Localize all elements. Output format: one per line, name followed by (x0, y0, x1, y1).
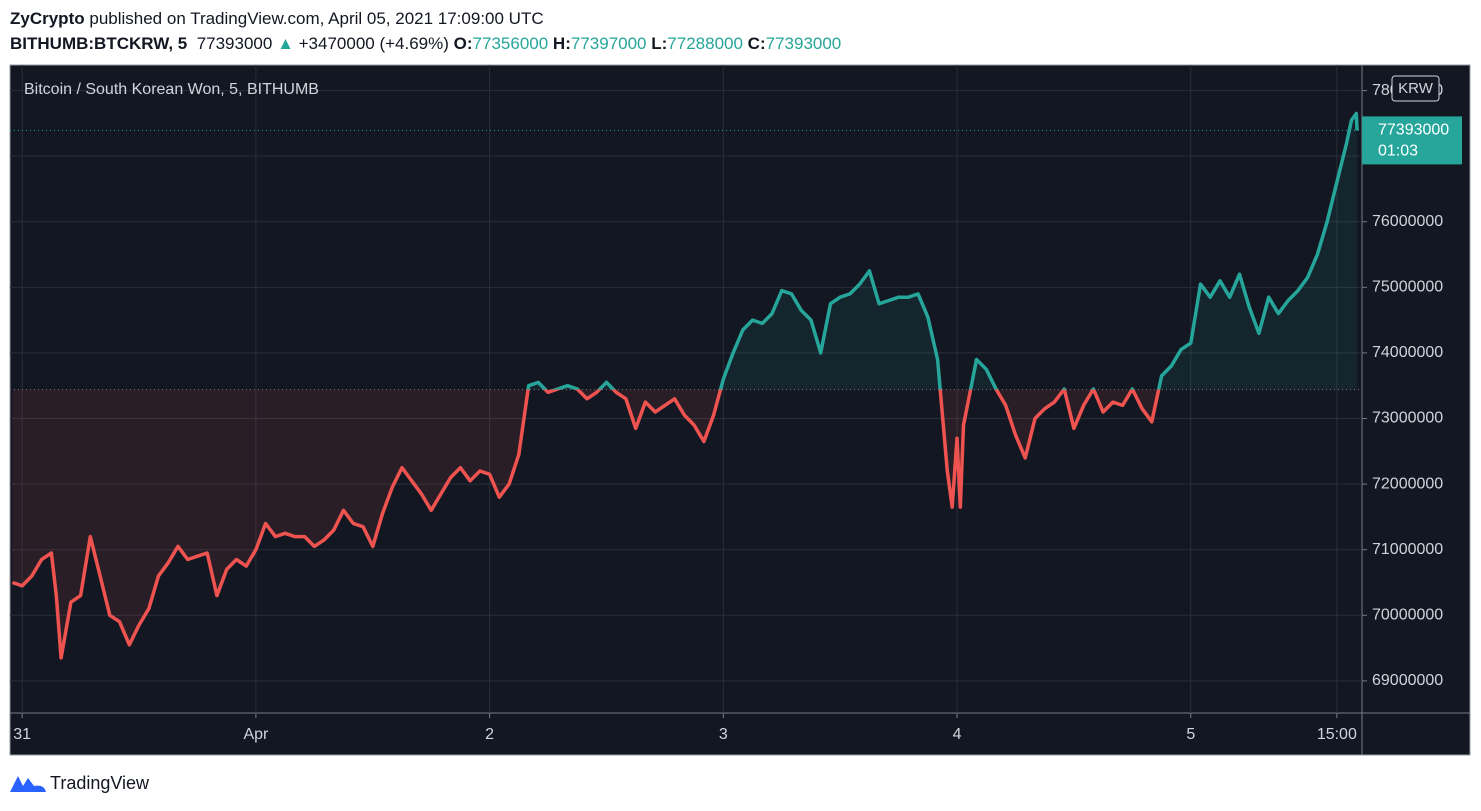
countdown-label: 01:03 (1378, 143, 1418, 160)
x-tick-label: 2 (485, 726, 494, 743)
y-tick-label: 70000000 (1372, 606, 1443, 623)
change-arrow: ▲ (277, 34, 294, 53)
y-tick-label: 74000000 (1372, 344, 1443, 361)
x-tick-label: 4 (953, 726, 962, 743)
last-price-label: 77393000 (1378, 122, 1449, 139)
y-tick-label: 69000000 (1372, 672, 1443, 689)
chart-title: Bitcoin / South Korean Won, 5, BITHUMB (24, 81, 319, 98)
y-tick-label: 71000000 (1372, 541, 1443, 558)
high-label: H: (552, 34, 571, 53)
brand: TradingView (50, 773, 150, 793)
grid (10, 65, 1362, 713)
price-badge (1362, 116, 1462, 165)
y-tick-label: 72000000 (1372, 475, 1443, 492)
x-tick-label: Apr (243, 726, 269, 743)
tradingview-logo: TradingView (10, 773, 150, 793)
baseline-area (12, 113, 1358, 658)
x-tick-label: 31 (13, 726, 31, 743)
x-tick-label: 15:00 (1317, 726, 1357, 743)
open: 77356000 (472, 34, 549, 53)
high: 77397000 (570, 34, 647, 53)
header: ZyCrypto published on TradingView.com, A… (10, 6, 841, 56)
low: 77288000 (667, 34, 743, 53)
change: +3470000 (+4.69%) (298, 34, 449, 53)
close: 77393000 (765, 34, 842, 53)
open-label: O: (453, 34, 473, 53)
overlay: 77393000 01:03 KRW (1362, 75, 1462, 165)
header-line-1: ZyCrypto published on TradingView.com, A… (10, 6, 841, 31)
currency-label: KRW (1398, 80, 1434, 97)
last: 77393000 (196, 34, 273, 53)
symbol: BITHUMB:BTCKRW, 5 (10, 34, 188, 53)
header-line-2: BITHUMB:BTCKRW, 5 77393000 ▲ +3470000 (+… (10, 31, 841, 56)
plot (10, 111, 1362, 660)
low-label: L: (651, 34, 668, 53)
currency-badge (1391, 75, 1440, 102)
y-tick-label: 76000000 (1372, 213, 1443, 230)
publisher: ZyCrypto (10, 9, 85, 28)
published: published on TradingView.com, April 05, … (89, 9, 544, 28)
y-tick-label: 73000000 (1372, 410, 1443, 427)
x-tick-label: 5 (1186, 726, 1195, 743)
y-tick-label: 75000000 (1372, 279, 1443, 296)
x-tick-label: 3 (719, 726, 728, 743)
logo-icon (10, 776, 46, 792)
price-line (11, 111, 1359, 660)
close-label: C: (747, 34, 766, 53)
